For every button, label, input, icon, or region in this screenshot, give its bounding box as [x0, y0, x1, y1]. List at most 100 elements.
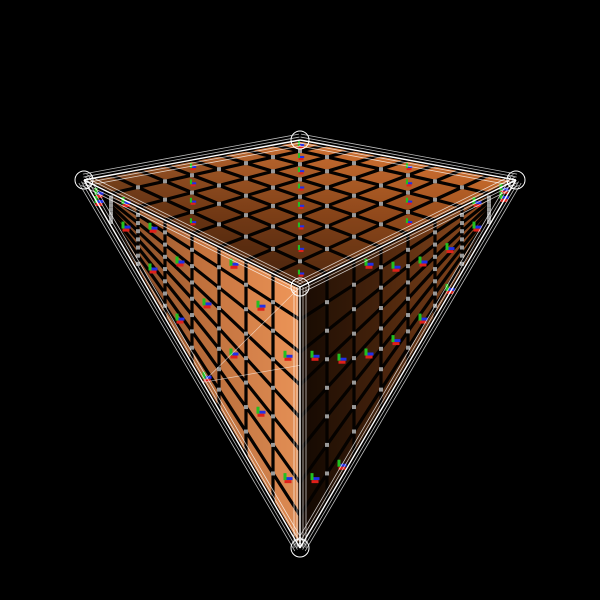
right-grid-dot	[487, 215, 491, 220]
gizmo-z-axis-marker	[300, 170, 305, 173]
gizmo-z-axis-marker	[192, 165, 197, 169]
top-grid-dot	[136, 185, 140, 190]
gizmo-y-axis-marker	[445, 243, 449, 251]
right-grid-dot	[352, 307, 356, 312]
gizmo-x-axis-marker	[230, 355, 238, 359]
gizmo-x-axis-marker	[419, 263, 427, 267]
gizmo-y-axis-marker	[229, 258, 233, 266]
right-tile	[408, 281, 435, 332]
left-tile	[273, 302, 300, 353]
left-tile	[246, 407, 273, 474]
top-grid-dot	[190, 190, 194, 195]
gizmo-y-axis-marker	[148, 263, 152, 271]
right-tile	[381, 233, 408, 268]
gizmo-x-axis-marker	[419, 320, 427, 324]
left-grid-dot	[244, 307, 248, 312]
left-grid-dot	[244, 429, 248, 434]
left-grid-dot	[163, 279, 167, 284]
top-grid-dot	[433, 179, 437, 184]
gizmo-y-axis-marker	[229, 348, 233, 356]
right-grid-dot	[433, 279, 437, 284]
wireframe-edge	[300, 136, 517, 178]
right-tile	[354, 348, 381, 408]
top-grid-dot	[271, 169, 275, 174]
left-grid-dot	[136, 245, 140, 250]
wireframe-edge	[86, 178, 303, 547]
gizmo-z-axis-marker	[192, 182, 197, 185]
left-tile	[192, 315, 219, 370]
left-grid-dot	[190, 264, 194, 269]
gizmo-z-axis-marker	[394, 265, 401, 269]
top-grid-dot	[271, 246, 275, 251]
left-grid-dot	[244, 380, 248, 385]
right-tile	[381, 282, 408, 329]
right-grid-dot	[460, 221, 464, 226]
left-grid-dot	[244, 282, 248, 287]
right-grid-dot	[379, 367, 383, 372]
wireframe-edge	[301, 133, 518, 175]
gizmo-y-axis-marker	[297, 201, 300, 207]
gizmo-y-axis-marker	[337, 353, 341, 361]
gizmo-y-axis-marker	[445, 283, 449, 291]
wireframe-edge	[88, 176, 306, 546]
wireframe-edge	[85, 176, 302, 285]
right-grid-dot	[379, 265, 383, 270]
top-grid-dot	[298, 259, 302, 264]
gizmo-x-axis-marker	[149, 270, 157, 274]
gizmo-y-axis-marker	[418, 313, 422, 321]
gizmo-z-axis-marker	[408, 221, 413, 224]
gizmo-x-axis-marker	[365, 265, 373, 269]
right-grid-dot	[460, 212, 464, 217]
left-grid-dot	[136, 261, 140, 266]
gizmo-x-axis-marker	[257, 413, 265, 417]
top-grid-dot	[325, 185, 329, 190]
right-grid-dot	[433, 267, 437, 272]
gizmo-y-axis-marker	[337, 459, 341, 467]
gizmo-z-axis-marker	[259, 410, 266, 414]
gizmo-x-axis-marker	[298, 227, 304, 230]
left-tile	[219, 287, 246, 334]
gizmo-z-axis-marker	[124, 225, 131, 229]
axis-gizmo-markers	[94, 141, 509, 484]
gizmo-z-axis-marker	[97, 191, 104, 195]
top-grid-dot	[379, 183, 383, 188]
gizmo-z-axis-marker	[408, 182, 413, 185]
gizmo-x-axis-marker	[190, 184, 196, 187]
right-tile	[381, 298, 408, 349]
left-grid-dot	[109, 207, 113, 212]
gizmo-y-axis-marker	[175, 256, 179, 264]
left-tile	[165, 220, 192, 250]
left-grid-dot	[136, 253, 140, 258]
gizmo-z-axis-marker	[232, 262, 239, 266]
right-grid-dot	[487, 219, 491, 224]
left-grid-dot	[190, 280, 194, 285]
gizmo-x-axis-marker	[298, 188, 304, 191]
gizmo-x-axis-marker	[311, 357, 319, 361]
gizmo-x-axis-marker	[284, 480, 292, 484]
left-tile	[246, 309, 273, 360]
gizmo-y-axis-marker	[297, 222, 300, 228]
left-grid-dot	[190, 296, 194, 301]
gizmo-x-axis-marker	[298, 145, 304, 149]
left-grid-dot	[271, 471, 275, 476]
wireframe-overlay	[74, 130, 526, 558]
left-grid-dot	[163, 254, 167, 259]
gizmo-z-axis-marker	[151, 267, 158, 271]
wireframe-edge	[82, 133, 299, 175]
gizmo-x-axis-marker	[230, 265, 238, 269]
right-tile	[354, 369, 381, 432]
left-tile	[192, 233, 219, 268]
wireframe-edge	[302, 185, 519, 293]
gizmo-z-axis-marker	[300, 155, 305, 159]
wireframe-corner-bevel	[506, 170, 526, 190]
gizmo-x-axis-marker	[406, 184, 412, 187]
gizmo-y-axis-marker	[94, 187, 98, 195]
left-grid-dot	[271, 414, 275, 419]
gizmo-y-axis-marker	[418, 256, 422, 264]
gizmo-z-axis-marker	[340, 357, 347, 361]
gizmo-x-axis-marker	[298, 206, 304, 209]
gizmo-x-axis-marker	[311, 480, 319, 484]
left-grid-dot	[271, 442, 275, 447]
gizmo-y-axis-marker	[391, 261, 395, 269]
